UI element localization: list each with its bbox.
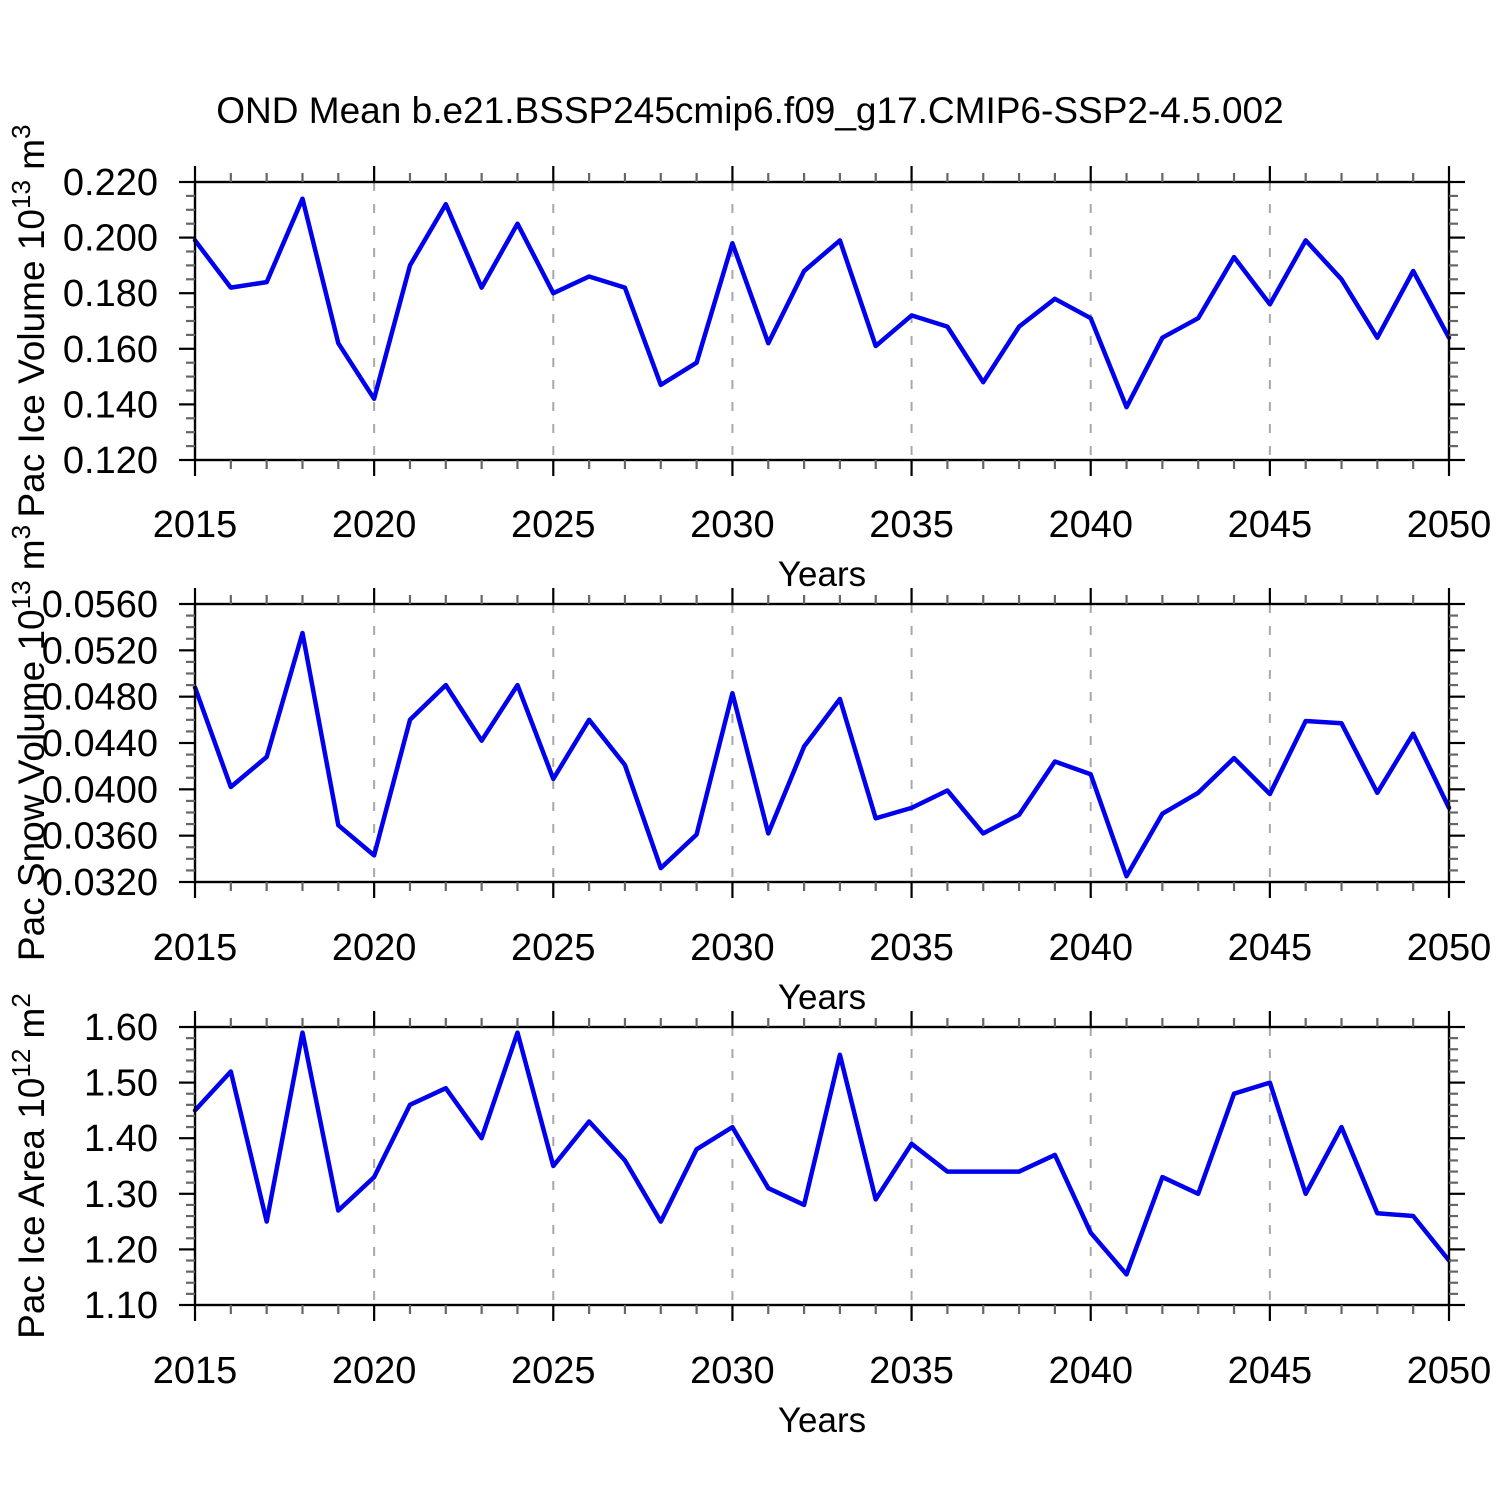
y-tick-label: 0.0360 [42, 816, 158, 858]
chart-title: OND Mean b.e21.BSSP245cmip6.f09_g17.CMIP… [216, 90, 1284, 131]
y-tick-label: 0.0480 [42, 677, 158, 719]
y-tick-label: 0.220 [63, 162, 158, 204]
x-tick-label: 2025 [511, 1350, 596, 1392]
y-tick-label: 0.0520 [42, 630, 158, 672]
x-tick-label: 2050 [1407, 504, 1492, 546]
x-tick-label: 2050 [1407, 1350, 1492, 1392]
y-tick-label: 0.0320 [42, 862, 158, 904]
axis-ticks [179, 166, 1465, 476]
x-tick-label: 2040 [1048, 504, 1133, 546]
x-tick-label: 2015 [153, 1350, 238, 1392]
x-tick-label: 2035 [869, 504, 954, 546]
y-tick-label: 0.0440 [42, 723, 158, 765]
x-tick-label: 2020 [332, 1350, 417, 1392]
y-tick-label: 0.0560 [42, 584, 158, 626]
y-tick-label: 0.120 [63, 440, 158, 482]
x-tick-label: 2050 [1407, 927, 1492, 969]
y-tick-label: 0.0400 [42, 769, 158, 811]
x-tick-label: 2045 [1228, 927, 1313, 969]
y-tick-label: 1.20 [84, 1229, 158, 1271]
x-tick-label: 2045 [1228, 1350, 1313, 1392]
plot-frame [193, 1025, 1451, 1307]
y-tick-label: 0.200 [63, 218, 158, 260]
panel-pac-ice-volume: 0.120 0.140 0.160 0.180 0.200 0.220 2015 2020 20… [6, 124, 1491, 594]
series-line-pac-ice-volume [192, 196, 1452, 410]
y-tick-label: 0.160 [63, 329, 158, 371]
x-tick-label: 2030 [690, 504, 775, 546]
x-axis-title: Years [778, 978, 866, 1017]
panel-pac-ice-area: 1.10 1.20 1.30 1.40 1.50 1.60 2015 2020 2025 2030… [6, 993, 1491, 1440]
series-line-pac-snow-volume [192, 630, 1452, 879]
axis-ticks [179, 1011, 1465, 1321]
x-axis-title: Years [778, 555, 866, 594]
x-tick-label: 2025 [511, 504, 596, 546]
y-axis-title: Pac Ice Area 1012 m2 [6, 993, 52, 1339]
x-tick-label: 2045 [1228, 504, 1313, 546]
x-tick-label: 2015 [153, 504, 238, 546]
x-tick-label: 2030 [690, 927, 775, 969]
x-axis-title: Years [778, 1401, 866, 1440]
y-axis-title: Pac Ice Volume 1013 m3 [6, 124, 52, 517]
x-tick-label: 2040 [1048, 1350, 1133, 1392]
x-tick-label: 2035 [869, 927, 954, 969]
x-tick-label: 2035 [869, 1350, 954, 1392]
plot-frame [193, 602, 1451, 884]
y-tick-label: 0.180 [63, 273, 158, 315]
y-tick-label: 0.140 [63, 384, 158, 426]
y-tick-label: 1.50 [84, 1063, 158, 1105]
y-axis-title: Pac Snow Volume 1013 m3 [6, 525, 52, 961]
axis-ticks [179, 588, 1465, 898]
series-line-pac-ice-area [192, 1030, 1452, 1277]
y-tick-label: 1.10 [84, 1285, 158, 1327]
y-tick-label: 1.60 [84, 1007, 158, 1049]
x-tick-label: 2020 [332, 504, 417, 546]
x-tick-label: 2015 [153, 927, 238, 969]
x-tick-label: 2020 [332, 927, 417, 969]
x-tick-label: 2040 [1048, 927, 1133, 969]
y-tick-label: 1.40 [84, 1118, 158, 1160]
plot-frame [193, 180, 1451, 462]
y-tick-label: 1.30 [84, 1174, 158, 1216]
x-tick-label: 2025 [511, 927, 596, 969]
x-tick-label: 2030 [690, 1350, 775, 1392]
